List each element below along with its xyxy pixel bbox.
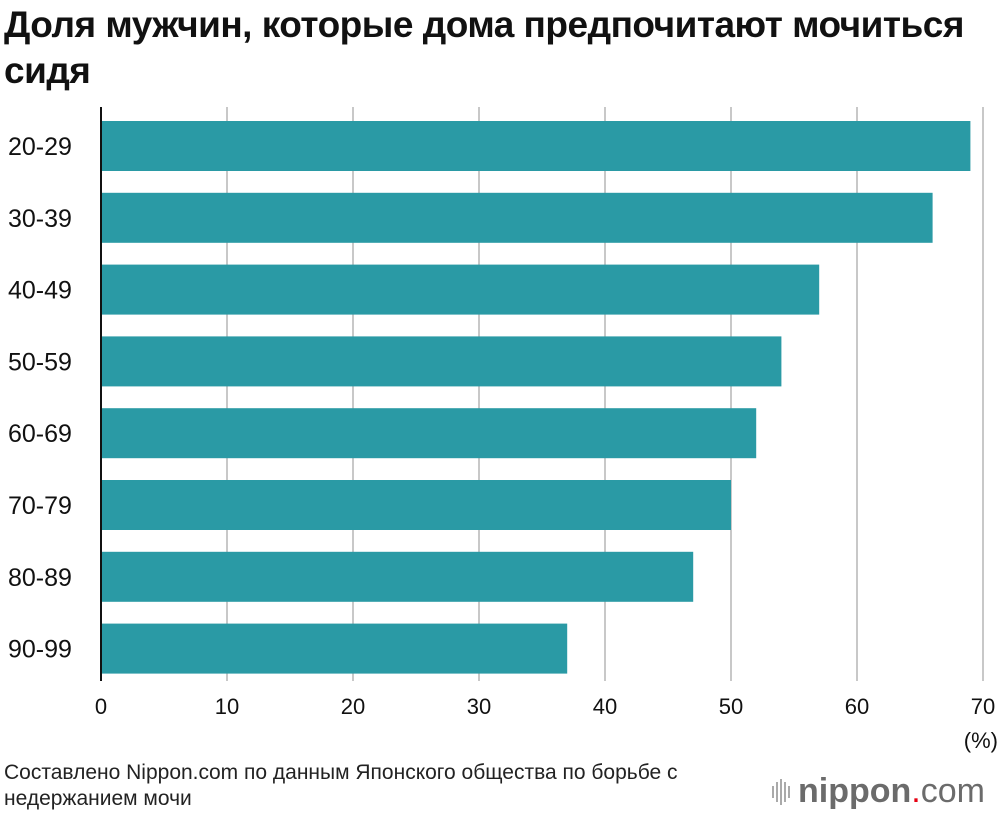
bar	[101, 192, 933, 243]
x-tick-label: 50	[719, 694, 743, 719]
x-tick-label: 10	[215, 694, 239, 719]
y-tick-label: 90-99	[8, 636, 72, 664]
bar	[101, 480, 731, 530]
bar	[101, 408, 757, 459]
bar	[101, 336, 782, 387]
source-note: Составлено Nippon.com по данным Японског…	[4, 761, 678, 810]
x-tick-label: 30	[467, 694, 491, 719]
bar-chart: 0 10 20 30 40 50 60 70 (%) 20-29 30-39 40-49 50-59 60…	[8, 107, 998, 753]
bar	[101, 623, 568, 674]
y-tick-label: 70-79	[8, 492, 72, 520]
bar	[101, 551, 694, 602]
bar	[101, 264, 820, 315]
chart-title: Доля мужчин, которые дома предпочитают м…	[4, 4, 964, 91]
x-axis-unit: (%)	[964, 728, 998, 753]
logo-mark-icon	[772, 778, 790, 805]
nippon-logo: nippon.com	[772, 772, 985, 811]
x-tick-label: 20	[341, 694, 365, 719]
x-tick-label: 70	[971, 694, 995, 719]
x-tick-label: 60	[845, 694, 869, 719]
y-tick-label: 50-59	[8, 348, 72, 376]
y-tick-label: 60-69	[8, 420, 72, 448]
y-tick-label: 80-89	[8, 564, 72, 592]
x-tick-label: 0	[95, 694, 107, 719]
y-tick-label: 30-39	[8, 205, 72, 233]
y-tick-label: 40-49	[8, 277, 72, 305]
y-tick-label: 20-29	[8, 133, 72, 161]
bar	[101, 121, 971, 171]
x-tick-label: 40	[593, 694, 617, 719]
